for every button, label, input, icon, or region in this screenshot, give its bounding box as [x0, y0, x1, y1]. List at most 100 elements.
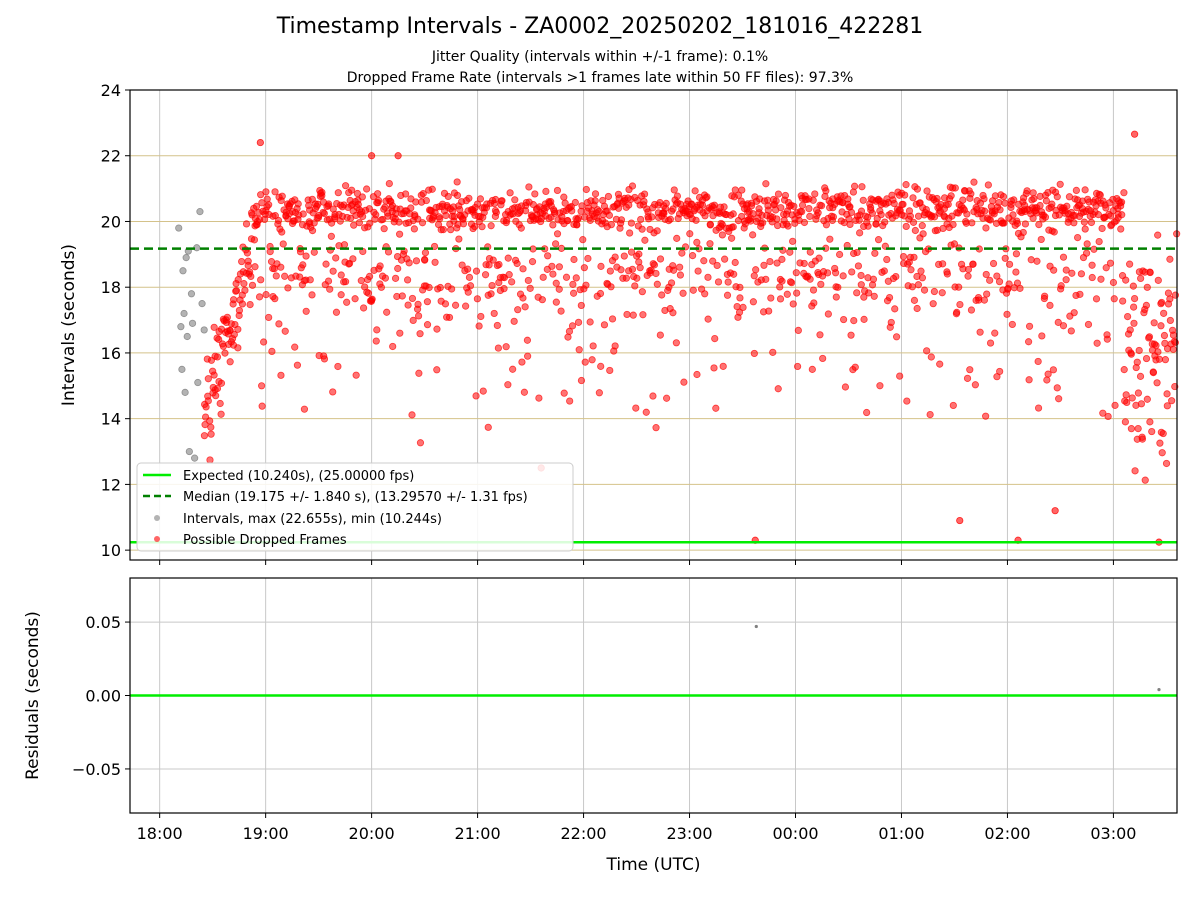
- dropped-frame-point: [294, 200, 302, 208]
- dropped-frame-point: [521, 303, 529, 311]
- dropped-frame-point: [571, 198, 579, 207]
- dropped-frame-point: [538, 296, 546, 304]
- dropped-frame-point: [750, 272, 758, 280]
- dropped-frame-point: [810, 299, 818, 307]
- dropped-frame-point: [329, 267, 337, 275]
- dropped-frame-point: [310, 248, 318, 256]
- dropped-frame-point: [453, 178, 461, 186]
- dropped-frame-point: [857, 207, 866, 215]
- dropped-frame-point: [760, 261, 768, 269]
- dropped-frame-point: [217, 379, 226, 387]
- legend-entry-1: Median (19.175 +/- 1.840 s), (13.29570 +…: [183, 490, 528, 505]
- legend-entry-2: Intervals, max (22.655s), min (10.244s): [183, 512, 442, 527]
- dropped-frame-point: [981, 207, 989, 215]
- dropped-frame-point: [1102, 204, 1110, 212]
- dropped-frame-point: [995, 278, 1004, 286]
- dropped-frame-point: [670, 186, 678, 194]
- dropped-frame-point: [1110, 295, 1118, 303]
- dropped-frame-point: [502, 343, 510, 351]
- dropped-frame-point: [817, 280, 825, 288]
- dropped-frame-point: [805, 205, 813, 213]
- dropped-frame-point: [1122, 276, 1130, 284]
- dropped-frame-point: [853, 289, 861, 297]
- dropped-frame-point: [700, 257, 708, 265]
- dropped-frame-point: [880, 267, 888, 275]
- dropped-frame-point: [851, 363, 859, 371]
- dropped-frame-point: [518, 358, 526, 366]
- dropped-frame-point: [207, 423, 215, 431]
- dropped-frame-point: [841, 383, 850, 391]
- dropped-frame-point: [902, 222, 910, 231]
- dropped-frame-point: [376, 262, 384, 270]
- dropped-frame-point: [1122, 391, 1130, 399]
- dropped-frame-point: [564, 333, 572, 341]
- dropped-frame-point: [623, 310, 631, 319]
- dropped-frame-point: [597, 262, 605, 270]
- dropped-frame-point: [798, 201, 807, 209]
- dropped-frame-point: [1005, 280, 1013, 288]
- dropped-frame-point: [201, 421, 209, 429]
- dropped-frame-point: [867, 203, 875, 211]
- dropped-frame-point: [676, 271, 685, 279]
- dropped-frame-point: [1013, 219, 1021, 228]
- dropped-frame-point: [408, 294, 417, 303]
- dropped-frame-point: [242, 220, 251, 228]
- dropped-frame-point: [669, 309, 677, 317]
- dropped-frame-point: [632, 404, 640, 412]
- dropped-frame-point: [794, 326, 802, 335]
- dropped-frame-point: [363, 185, 371, 193]
- dropped-frame-point: [883, 255, 891, 264]
- dropped-frame-point: [1099, 409, 1107, 417]
- dropped-frame-point: [832, 293, 840, 301]
- dropped-frame-point: [736, 283, 744, 291]
- dropped-frame-point: [967, 190, 975, 198]
- dropped-frame-point: [419, 190, 427, 198]
- dropped-frame-point: [1062, 276, 1070, 284]
- dropped-frame-point: [1127, 350, 1135, 358]
- dropped-frame-rate-subtitle: Dropped Frame Rate (intervals >1 frames …: [346, 70, 854, 86]
- dropped-frame-point: [221, 349, 229, 357]
- dropped-frame-point: [851, 182, 859, 190]
- dropped-frame-point: [800, 259, 808, 268]
- dropped-frame-point: [881, 218, 889, 226]
- dropped-frame-point: [951, 184, 959, 192]
- dropped-frame-point: [504, 254, 512, 262]
- dropped-frame-point: [639, 311, 647, 319]
- y-tick-label-3: 16: [101, 344, 121, 363]
- dropped-frame-point: [421, 255, 429, 264]
- dropped-frame-point: [710, 201, 719, 209]
- dropped-frame-point: [964, 272, 972, 280]
- dropped-frame-point: [1092, 295, 1101, 303]
- y-tick-label-4: 18: [101, 278, 121, 297]
- dropped-frame-point: [577, 376, 586, 385]
- dropped-frame-point: [762, 275, 770, 283]
- dropped-frame-point: [212, 392, 220, 400]
- dropped-frame-point: [689, 252, 697, 260]
- dropped-frame-point: [359, 212, 367, 221]
- dropped-frame-point: [274, 216, 283, 225]
- dropped-frame-point: [693, 370, 701, 379]
- dropped-frame-point: [899, 200, 907, 208]
- dropped-frame-point: [597, 362, 605, 370]
- dropped-frame-point: [1077, 270, 1086, 278]
- dropped-frame-point: [1044, 370, 1052, 378]
- dropped-frame-point: [1142, 301, 1150, 309]
- dropped-frame-point: [628, 182, 637, 190]
- dropped-frame-point: [918, 222, 926, 230]
- dropped-frame-point: [232, 287, 241, 295]
- dropped-frame-point: [396, 329, 404, 337]
- dropped-frame-point: [272, 272, 280, 280]
- dropped-frame-point: [465, 273, 474, 281]
- dropped-frame-point: [300, 405, 309, 413]
- dropped-frame-point: [553, 186, 562, 195]
- dropped-frame-point: [481, 271, 490, 279]
- dropped-frame-point: [578, 202, 586, 210]
- dropped-frame-point: [258, 402, 266, 410]
- dropped-frame-point: [519, 265, 527, 273]
- dropped-frame-point: [409, 316, 417, 325]
- dropped-frame-point: [1162, 459, 1171, 468]
- dropped-frame-point: [407, 204, 415, 212]
- dropped-frame-point: [817, 202, 826, 210]
- dropped-frame-point: [724, 278, 732, 286]
- dropped-frame-point: [762, 180, 770, 188]
